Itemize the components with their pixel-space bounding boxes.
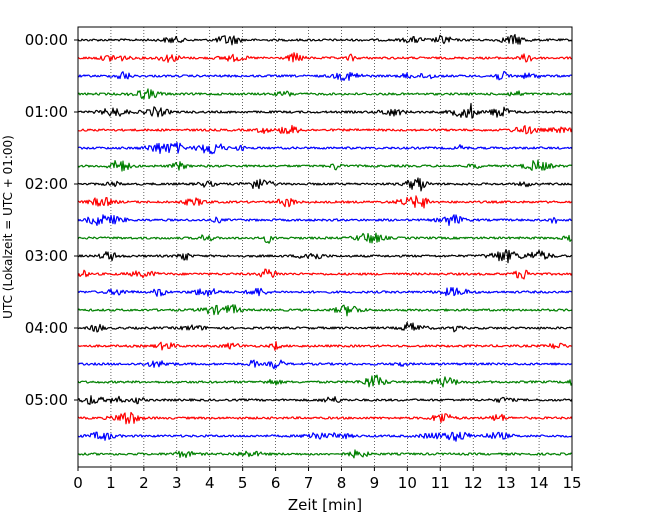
plot-frame (77, 26, 573, 468)
x-tick-label: 2 (139, 474, 149, 492)
seismogram-trace (77, 268, 573, 280)
seismogram-trace (77, 287, 573, 297)
seismogram-trace (77, 304, 573, 317)
y-tick-label: 00:00 (25, 31, 68, 49)
x-tick-label: 15 (562, 474, 581, 492)
seismogram-trace (77, 411, 573, 425)
x-axis-ticks: 0 1 2 3 4 5 6 7 8 9 10 11 12 13 14 15 (73, 467, 582, 492)
seismogram-trace (77, 359, 573, 370)
y-tick-label: 02:00 (25, 175, 68, 193)
seismogram-trace (77, 341, 573, 351)
seismogram-trace (77, 124, 573, 135)
seismogram-trace (77, 52, 573, 63)
seismogram-trace (77, 33, 573, 46)
seismogram-trace (77, 395, 573, 405)
seismogram-trace (77, 321, 573, 333)
seismogram-trace (77, 195, 573, 209)
seismogram-trace (77, 232, 573, 244)
x-tick-label: 9 (370, 474, 380, 492)
seismogram-trace (77, 214, 573, 227)
seismogram-trace (77, 88, 573, 100)
x-tick-label: 3 (172, 474, 182, 492)
seismogram-traces (77, 33, 573, 459)
x-tick-label: 12 (464, 474, 483, 492)
seismogram-trace (77, 70, 573, 82)
x-tick-label: 13 (497, 474, 516, 492)
y-axis-ticks: 00:00 01:00 02:00 03:00 04:00 05:00 (25, 31, 78, 409)
y-tick-label: 03:00 (25, 247, 68, 265)
x-tick-label: 0 (73, 474, 83, 492)
seismogram-trace (77, 159, 573, 172)
seismogram-trace (77, 249, 573, 264)
seismogram-trace (77, 374, 573, 388)
seismogram-trace (77, 449, 573, 459)
vertical-gridlines (110, 27, 540, 467)
y-tick-label: 04:00 (25, 319, 68, 337)
y-tick-label: 05:00 (25, 391, 68, 409)
x-tick-label: 4 (205, 474, 215, 492)
y-axis-label: UTC (Lokalzeit = UTC + 01:00) (1, 135, 15, 319)
seismogram-trace (77, 102, 573, 119)
seismogram-trace (77, 141, 573, 155)
x-axis-label: Zeit [min] (288, 496, 362, 514)
x-tick-label: 5 (238, 474, 248, 492)
x-tick-label: 1 (106, 474, 116, 492)
x-tick-label: 6 (271, 474, 281, 492)
x-tick-label: 7 (304, 474, 314, 492)
x-tick-label: 8 (337, 474, 347, 492)
x-tick-label: 11 (431, 474, 450, 492)
y-tick-label: 01:00 (25, 103, 68, 121)
x-tick-label: 14 (530, 474, 549, 492)
seismogram-trace (77, 177, 573, 192)
x-tick-label: 10 (398, 474, 417, 492)
seismogram-trace (77, 431, 573, 442)
